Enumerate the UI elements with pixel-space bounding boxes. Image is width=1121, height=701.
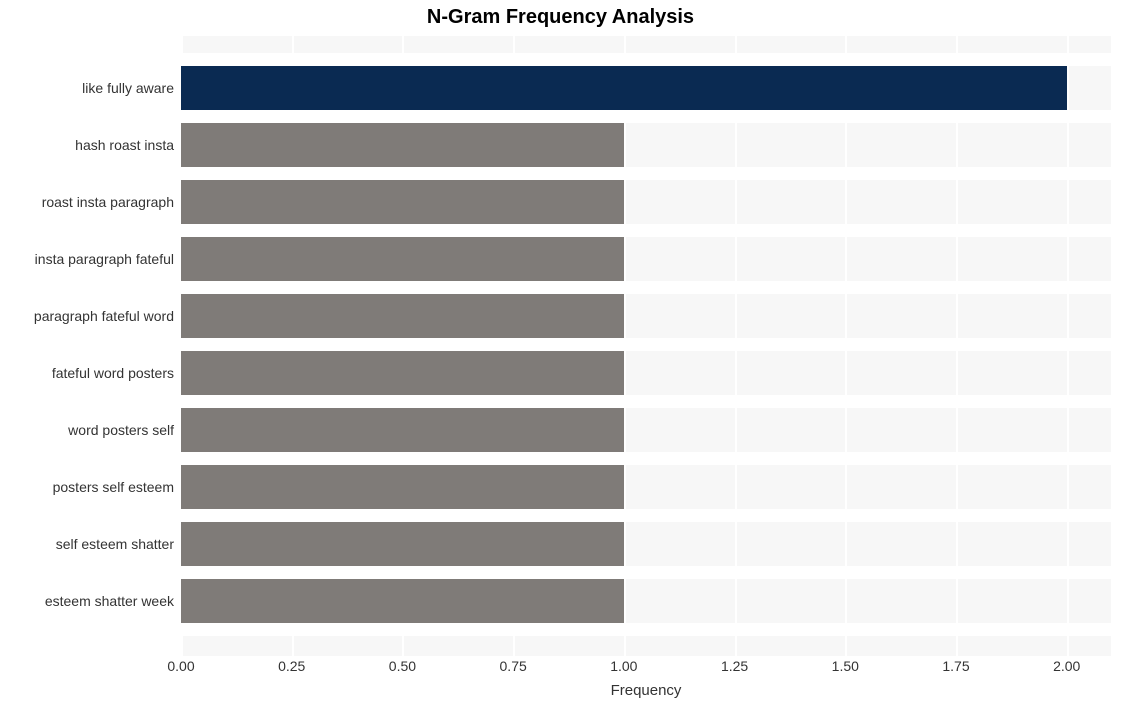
grid-vline [1067,36,1069,656]
grid-band [181,110,1111,123]
grid-band [181,509,1111,522]
bar [181,180,624,224]
grid-band [181,452,1111,465]
y-axis-label: roast insta paragraph [4,194,174,210]
x-axis-tick: 1.75 [942,658,969,674]
x-axis-tick: 0.25 [278,658,305,674]
y-axis-label: word posters self [4,422,174,438]
x-axis-tick: 1.25 [721,658,748,674]
grid-band [181,167,1111,180]
y-axis-label: insta paragraph fateful [4,251,174,267]
bar [181,408,624,452]
y-axis-label: posters self esteem [4,479,174,495]
y-axis-label: esteem shatter week [4,593,174,609]
x-axis-tick: 1.50 [832,658,859,674]
y-axis-label: fateful word posters [4,365,174,381]
y-axis-label: like fully aware [4,80,174,96]
grid-band [181,53,1111,66]
grid-band [181,281,1111,294]
plot-area [181,36,1111,656]
bar [181,66,1067,110]
ngram-chart: N-Gram Frequency Analysis Frequency like… [0,0,1121,701]
bar [181,465,624,509]
y-axis-label: self esteem shatter [4,536,174,552]
bar [181,579,624,623]
chart-title: N-Gram Frequency Analysis [0,6,1121,29]
y-axis-label: paragraph fateful word [4,308,174,324]
x-axis-tick: 0.00 [167,658,194,674]
grid-vline [735,36,737,656]
bar [181,522,624,566]
grid-vline [845,36,847,656]
bar [181,237,624,281]
bar [181,294,624,338]
bar [181,123,624,167]
x-axis-tick: 0.75 [500,658,527,674]
grid-band [181,623,1111,636]
x-axis-title: Frequency [181,682,1111,699]
y-axis-label: hash roast insta [4,137,174,153]
x-axis-tick: 0.50 [389,658,416,674]
grid-band [181,566,1111,579]
grid-vline [956,36,958,656]
grid-band [181,224,1111,237]
x-axis-tick: 2.00 [1053,658,1080,674]
x-axis-tick: 1.00 [610,658,637,674]
grid-band [181,395,1111,408]
bar [181,351,624,395]
grid-vline [624,36,626,656]
grid-band [181,338,1111,351]
